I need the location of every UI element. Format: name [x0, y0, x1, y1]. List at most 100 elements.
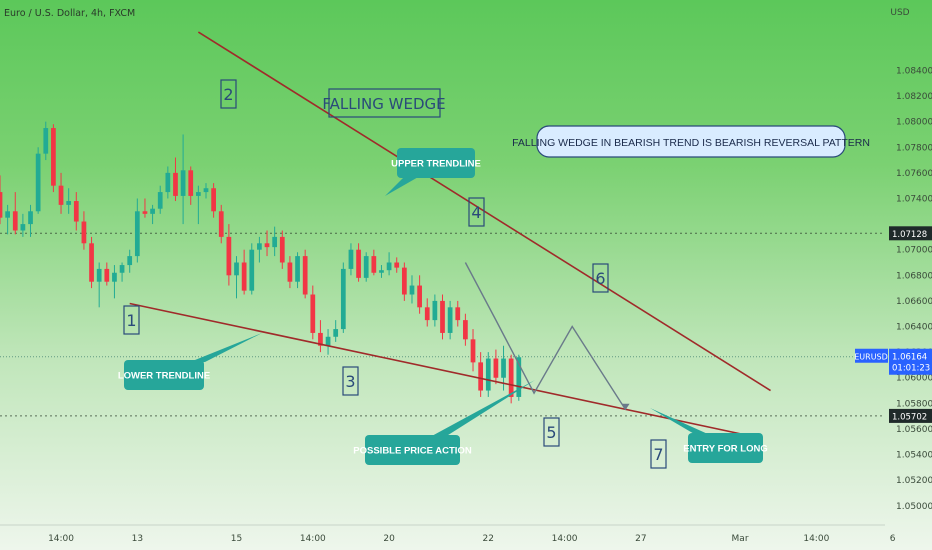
- y-tick-label: 1.05800: [896, 399, 932, 409]
- time-axis[interactable]: 14:00 13 15 14:00 20 22 14:00 27 Mar 14:00 6: [0, 524, 896, 544]
- candle-body: [234, 262, 239, 276]
- y-tick-label: 1.07400: [896, 194, 932, 204]
- y-tick-label: 1.05200: [896, 476, 932, 486]
- point-label: 1: [126, 311, 136, 330]
- x-tick-label: 20: [383, 534, 395, 544]
- projection-arrow-head: [621, 403, 630, 410]
- candle-body: [142, 211, 148, 214]
- candle-body: [134, 211, 140, 257]
- candle-body: [363, 256, 369, 278]
- candle-body: [150, 208, 155, 214]
- candle-body: [195, 192, 201, 196]
- candle-body: [51, 128, 56, 186]
- candle-body: [249, 249, 255, 291]
- candle-body: [470, 339, 476, 363]
- candle-body: [295, 256, 300, 282]
- y-tick-label: 1.06800: [896, 271, 932, 281]
- candle-body: [440, 300, 445, 333]
- price-tag-text: 1.07128: [892, 230, 927, 240]
- candle-body: [73, 201, 79, 222]
- x-tick-label: 14:00: [803, 534, 829, 544]
- candle-body: [318, 332, 323, 346]
- y-tick-label: 1.05000: [896, 502, 932, 512]
- candle-body: [173, 172, 178, 196]
- upper-trendline-callout-pointer: [385, 176, 420, 196]
- price-tag: [889, 408, 932, 423]
- entry-callout-text: ENTRY FOR LONG: [683, 444, 767, 455]
- y-tick-label: 1.05600: [896, 425, 932, 435]
- candle-body: [310, 294, 316, 333]
- candle-body: [279, 236, 285, 263]
- point-label-box: [468, 197, 485, 227]
- point-label-box: [220, 79, 237, 109]
- candle-body: [89, 243, 94, 282]
- candle-body: [432, 300, 438, 321]
- candle-body: [447, 307, 453, 333]
- lower-trendline-callout-pointer: [190, 333, 262, 362]
- note-text: FALLING WEDGE IN BEARISH TREND IS BEARIS…: [512, 137, 870, 149]
- upper-trendline-callout-box: [397, 148, 475, 178]
- y-tick-label: 1.07800: [896, 143, 932, 153]
- candle-body: [340, 268, 346, 330]
- candle-body: [226, 236, 232, 276]
- candle-body: [35, 153, 41, 212]
- candle-body: [28, 211, 33, 225]
- point-label-box: [342, 366, 359, 396]
- last-price-tag: [889, 348, 932, 375]
- candle-body: [287, 262, 293, 282]
- lower-trendline-callout-text: LOWER TRENDLINE: [118, 371, 210, 382]
- candle-body: [325, 336, 331, 346]
- candle-body: [0, 192, 3, 218]
- price-action-callout-pointer: [430, 380, 535, 437]
- entry-callout-box: [688, 433, 763, 463]
- point-label: 6: [595, 269, 605, 288]
- point-label: 5: [546, 423, 556, 442]
- x-tick-label: 22: [483, 534, 494, 544]
- candle-body: [371, 256, 377, 273]
- x-tick-label: 14:00: [300, 534, 326, 544]
- lower-trendline-callout-box: [124, 360, 204, 390]
- y-tick-label: 1.07000: [896, 246, 932, 256]
- candle-body: [165, 172, 171, 193]
- y-tick-label: 1.05400: [896, 451, 932, 461]
- candle-body: [516, 357, 522, 397]
- candle-body: [218, 211, 224, 237]
- candle-body: [302, 256, 308, 295]
- candle-body: [81, 221, 87, 244]
- candles: [0, 121, 522, 404]
- candle-body: [241, 262, 247, 291]
- point-label: 3: [345, 372, 355, 391]
- candle-body: [112, 272, 117, 282]
- x-tick-label: 15: [231, 534, 242, 544]
- y-tick-label: 1.06600: [896, 297, 932, 307]
- candle-body: [333, 329, 339, 337]
- candle-body: [188, 170, 194, 196]
- x-tick-label: 6: [890, 534, 896, 544]
- symbol-tag-text: EURUSD: [854, 353, 888, 362]
- candle-body: [203, 188, 209, 193]
- candle-body: [211, 188, 216, 212]
- candle-body: [379, 270, 384, 273]
- candle-body: [401, 267, 407, 295]
- projection-path: [464, 262, 627, 411]
- price-axis[interactable]: 1.05000 1.05200 1.05400 1.05600 1.05800 1.060…: [854, 66, 932, 512]
- candle-body: [463, 320, 468, 340]
- candle-body: [501, 358, 506, 378]
- horizontal-lines: [0, 232, 885, 417]
- candle-body: [12, 211, 18, 231]
- point-label-box: [592, 263, 609, 293]
- y-tick-label: 1.08400: [896, 66, 932, 76]
- candle-body: [180, 170, 186, 196]
- lower-trendline: [129, 302, 748, 437]
- candle-body: [104, 268, 110, 282]
- pattern-title: FALLING WEDGE: [322, 95, 445, 113]
- candle-body: [157, 192, 163, 209]
- countdown-text: 01:01:23: [892, 364, 930, 374]
- point-label: 7: [653, 445, 663, 464]
- candle-body: [508, 358, 514, 397]
- annotation-labels: FALLING WEDGE FALLING WEDGE IN BEARISH TR…: [118, 79, 870, 469]
- price-action-callout-text: POSSIBLE PRICE ACTION: [353, 446, 472, 457]
- last-price-text: 1.06164: [892, 353, 927, 363]
